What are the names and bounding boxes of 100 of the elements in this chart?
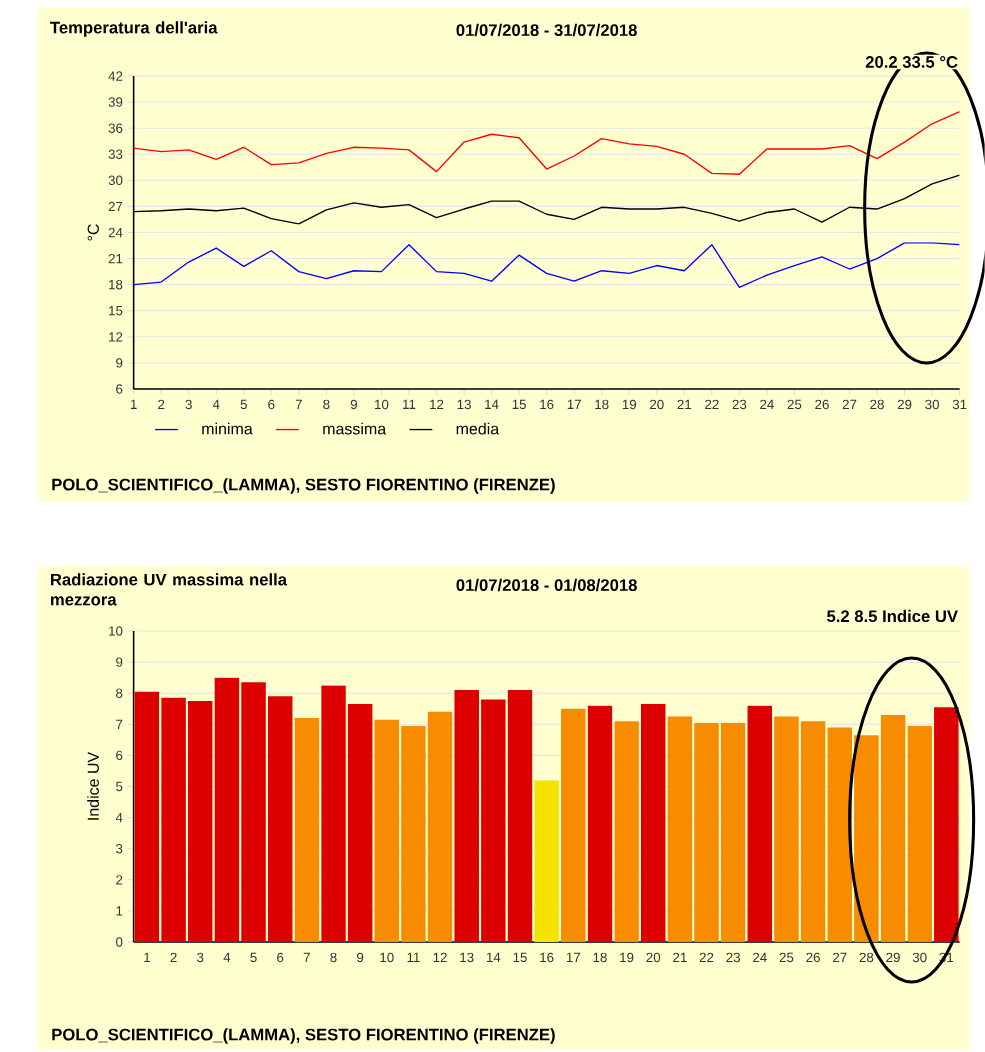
bar	[134, 691, 160, 942]
bar	[854, 735, 879, 942]
x-tick-label: 16	[540, 399, 554, 410]
bar	[587, 705, 613, 942]
bar	[614, 721, 640, 942]
text: 5.2 8.5 Indice UV	[827, 609, 959, 623]
x-tick-label: 14	[487, 952, 501, 962]
y-tick-label: 24	[108, 227, 123, 238]
x-tick-label: 10	[380, 952, 394, 963]
x-tick-label: 13	[457, 399, 472, 410]
x-tick-label: 23	[732, 399, 747, 410]
legend-label: minima	[202, 422, 253, 435]
bar	[934, 707, 959, 942]
bar	[161, 697, 187, 942]
x-tick-label: 30	[912, 952, 927, 963]
x-tick-label: 29	[898, 399, 912, 410]
bar	[667, 716, 693, 942]
x-tick-label: 5	[250, 952, 257, 963]
x-tick-label: 7	[295, 399, 303, 409]
y-tick-label: 36	[108, 123, 123, 133]
y-tick-label: 2	[116, 875, 123, 885]
bar	[294, 718, 320, 942]
x-tick-label: 11	[403, 399, 416, 409]
x-tick-label: 28	[870, 399, 885, 410]
x-tick-label: 12	[433, 952, 447, 963]
y-tick-label: 39	[108, 97, 123, 107]
x-tick-label: 26	[815, 399, 829, 410]
y-tick-label: 9	[116, 657, 123, 667]
bar	[641, 704, 666, 942]
x-tick-label: 16	[540, 952, 554, 963]
y-tick-label: 33	[108, 149, 123, 159]
x-tick-label: 22	[699, 952, 714, 963]
y-tick-label: 6	[116, 384, 123, 394]
text: 20.2 33.5 °C	[865, 56, 958, 68]
x-tick-label: 7	[303, 952, 311, 962]
x-tick-label: 24	[753, 952, 767, 963]
x-tick-label: 18	[595, 399, 609, 410]
x-tick-label: 9	[357, 952, 364, 963]
y-tick-label: 10	[109, 626, 123, 636]
x-tick-label: 13	[460, 952, 474, 963]
bar	[241, 682, 266, 942]
bar	[774, 716, 799, 942]
x-tick-label: 25	[787, 399, 802, 410]
x-tick-label: 5	[240, 399, 248, 409]
bar	[401, 725, 426, 942]
y-tick-label: 30	[108, 175, 123, 186]
y-tick-label: 5	[116, 781, 123, 792]
y-tick-label: 42	[108, 71, 123, 81]
chart-title: Temperatura dell'aria	[50, 21, 218, 37]
bar	[427, 711, 453, 942]
bar	[534, 780, 560, 942]
x-tick-label: 29	[886, 952, 900, 963]
x-tick-label: 31	[952, 399, 967, 410]
bar	[694, 722, 719, 942]
y-tick-label: 0	[116, 937, 123, 947]
x-tick-label: 2	[170, 952, 177, 963]
bar	[801, 721, 826, 942]
x-tick-label: 8	[323, 399, 330, 410]
chart-title: Radiazione UV massima nella mezzora	[51, 573, 288, 606]
chart-subtitle: 01/07/2018 - 01/08/2018	[456, 578, 638, 592]
bar	[481, 699, 506, 942]
x-tick-label: 12	[430, 399, 444, 410]
x-tick-label: 3	[197, 952, 204, 963]
x-tick-label: 18	[593, 952, 607, 963]
bar	[747, 705, 773, 942]
y-tick-label: 18	[109, 279, 123, 290]
x-tick-label: 1	[131, 399, 137, 409]
y-tick-label: 7	[116, 719, 123, 729]
y-tick-label: 3	[116, 843, 123, 854]
x-tick-label: 21	[677, 399, 692, 410]
bar	[348, 704, 373, 942]
x-tick-label: 25	[779, 952, 794, 963]
y-tick-label: 9	[116, 358, 123, 368]
x-tick-label: 8	[330, 952, 337, 963]
y-tick-label: 27	[108, 201, 123, 212]
bar	[721, 722, 746, 942]
bar	[374, 719, 400, 942]
x-tick-label: 30	[925, 399, 940, 410]
bar	[321, 685, 346, 942]
bar	[561, 708, 586, 942]
x-tick-label: 27	[833, 952, 847, 963]
x-tick-label: 26	[806, 952, 821, 963]
bar	[188, 700, 213, 942]
x-tick-label: 28	[859, 952, 874, 963]
chart-subtitle: 01/07/2018 - 31/07/2018	[456, 23, 638, 37]
legend-label: media	[456, 422, 500, 435]
x-tick-label: 4	[213, 399, 220, 409]
y-tick-label: 15	[109, 306, 123, 316]
y-axis-title: Indice UV	[87, 751, 100, 820]
bar	[827, 727, 853, 942]
bar	[507, 690, 533, 942]
line-series	[133, 242, 960, 288]
bar	[880, 714, 906, 942]
x-tick-label: 10	[375, 399, 389, 410]
x-tick-label: 20	[650, 399, 664, 410]
text: POLO_SCIENTIFICO_(LAMMA), SESTO FIORENTINO (FIRENZE)	[52, 1028, 555, 1044]
x-tick-label: 6	[277, 952, 284, 963]
x-tick-label: 3	[185, 399, 193, 410]
x-tick-label: 19	[623, 399, 637, 410]
x-tick-label: 24	[760, 399, 775, 410]
